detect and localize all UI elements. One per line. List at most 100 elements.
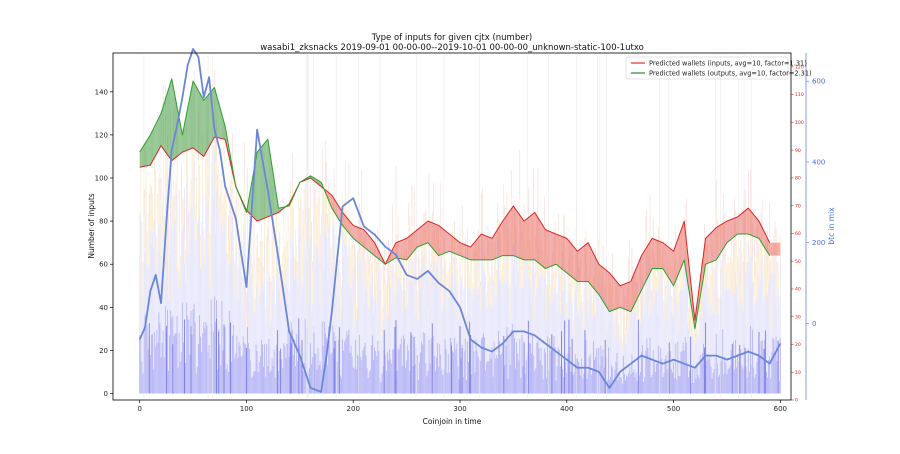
fill-segment: [414, 231, 416, 251]
fill-segment: [774, 242, 777, 256]
fill-segment: [741, 212, 743, 235]
fill-segment: [677, 236, 679, 276]
fill-segment: [433, 223, 435, 251]
fill-segment: [470, 245, 472, 260]
fill-segment: [419, 227, 421, 247]
fill-segment: [437, 224, 439, 256]
fill-segment: [353, 225, 355, 240]
fill-segment: [372, 240, 374, 255]
y-tick-label: 0: [104, 390, 108, 398]
fill-segment: [488, 237, 490, 260]
y2-tick-label: 90: [795, 148, 801, 154]
y2-tick-label: 50: [795, 259, 801, 265]
fill-segment: [584, 244, 586, 282]
fill-segment: [152, 128, 154, 162]
fill-segment: [183, 124, 185, 152]
fill-segment: [450, 234, 452, 253]
fill-segment: [161, 109, 163, 148]
y2-tick-label: 100: [795, 120, 804, 126]
fill-segment: [222, 118, 225, 139]
fill-segment: [493, 234, 495, 260]
fill-segment: [635, 268, 637, 304]
fill-segment: [468, 246, 470, 260]
fill-segment: [409, 234, 411, 257]
fill-segment: [751, 212, 753, 236]
fill-segment: [162, 106, 164, 149]
btc-in-mix-line: [138, 48, 782, 393]
fill-segment: [636, 265, 638, 301]
fill-segment: [346, 217, 348, 232]
fill-segment: [337, 203, 339, 219]
fill-segment: [599, 265, 601, 298]
fill-segment: [483, 234, 485, 260]
fill-segment: [443, 229, 446, 254]
fill-segment: [675, 242, 677, 281]
fill-segment: [553, 233, 556, 266]
fill-segment: [552, 232, 554, 266]
fill-segment: [623, 284, 625, 310]
fill-segment: [415, 230, 417, 250]
fill-segment: [634, 271, 636, 306]
fill-segment: [614, 279, 616, 310]
fill-segment: [505, 215, 507, 256]
x-tick-label: 400: [560, 405, 573, 413]
fill-segment: [350, 221, 352, 236]
fill-segment: [777, 242, 779, 256]
fill-segment: [656, 240, 658, 269]
fill-segment: [506, 213, 509, 256]
fill-segment: [650, 240, 652, 273]
fill-segment: [765, 234, 767, 251]
fill-segment: [453, 237, 455, 254]
fill-segment: [526, 218, 528, 260]
fill-segment: [769, 242, 771, 256]
fill-segment: [764, 231, 766, 249]
fill-segment: [593, 253, 595, 290]
fill-segment: [669, 247, 671, 281]
fill-segment: [402, 239, 404, 260]
fill-segment: [513, 206, 515, 257]
fill-segment: [355, 226, 357, 241]
fill-segment: [619, 284, 621, 308]
fill-segment: [760, 223, 762, 242]
fill-segment: [577, 250, 579, 282]
fill-segment: [478, 236, 480, 260]
fill-segment: [530, 215, 532, 260]
fill-segment: [153, 126, 155, 160]
fill-segment: [720, 224, 722, 254]
fill-segment: [197, 88, 199, 153]
fill-segment: [736, 216, 738, 235]
fill-segment: [658, 240, 660, 269]
fill-segment: [758, 221, 761, 241]
fill-segment: [354, 225, 356, 241]
fill-segment: [752, 213, 754, 237]
fill-segment: [150, 132, 152, 166]
fill-segment: [159, 113, 162, 148]
fill-segment: [587, 242, 589, 282]
fill-segment: [564, 237, 566, 272]
fill-segment: [215, 91, 217, 138]
fill-segment: [715, 227, 717, 261]
fill-segment: [272, 166, 274, 216]
fill-segment: [405, 238, 407, 260]
fill-segment: [448, 233, 450, 252]
fill-segment: [772, 242, 774, 256]
fill-segment: [711, 230, 714, 262]
fill-segment: [344, 215, 346, 230]
fill-segment: [600, 265, 603, 300]
fill-segment: [762, 227, 764, 246]
fill-segment: [367, 233, 369, 251]
fill-segment: [529, 215, 531, 260]
fill-segment: [508, 212, 510, 256]
fill-segment: [640, 255, 642, 293]
fill-segment: [345, 216, 347, 231]
plot-frame: [112, 52, 792, 401]
fill-segment: [427, 221, 430, 244]
x-tick-label: 200: [347, 405, 360, 413]
fill-segment: [749, 209, 751, 235]
fill-segment: [621, 284, 623, 309]
fill-segment: [261, 145, 263, 220]
fill-segment: [202, 98, 204, 157]
fill-segment: [663, 243, 666, 272]
fill-segment: [615, 280, 617, 310]
fill-segment: [401, 240, 403, 260]
